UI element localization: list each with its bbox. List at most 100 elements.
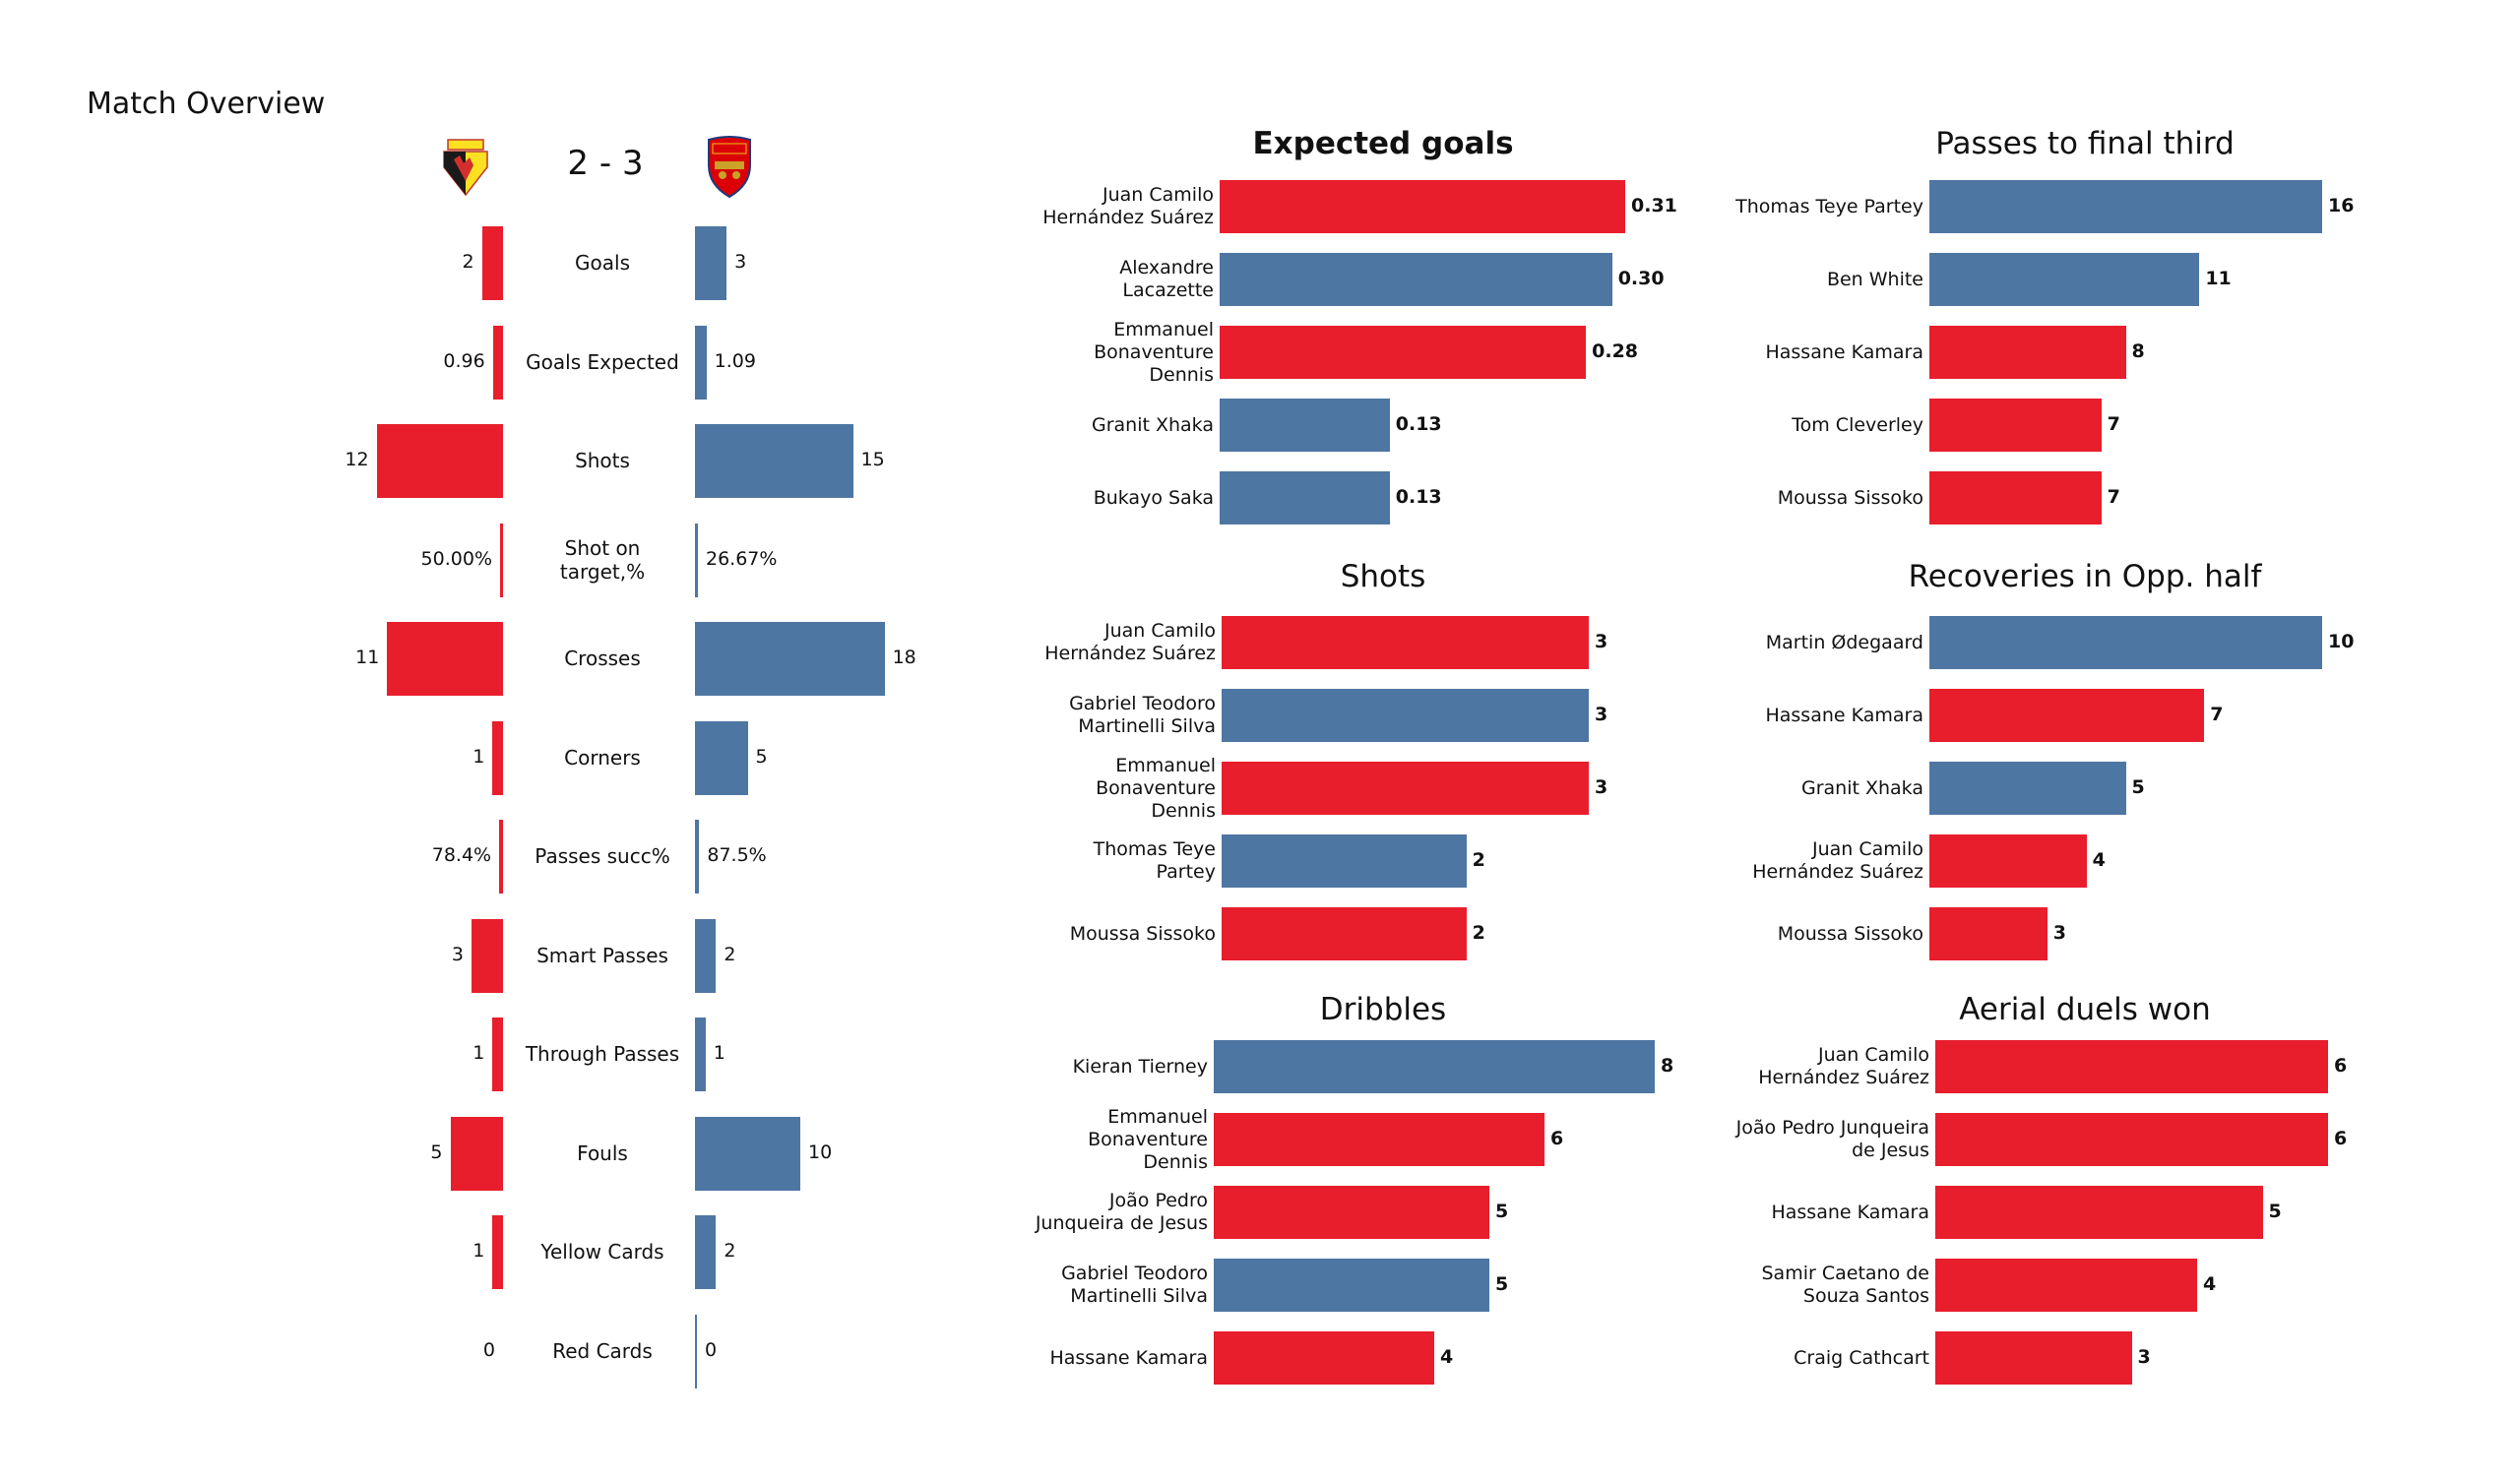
player-bar: [1222, 762, 1589, 815]
player-label: Hassane Kamara: [1765, 340, 1923, 363]
home-value: 1: [472, 745, 485, 768]
away-value: 26.67%: [706, 547, 778, 570]
player-label: Martin Ødegaard: [1765, 631, 1923, 653]
player-label: Thomas Teye Partey: [1093, 838, 1216, 883]
player-label: Alexandre Lacazette: [1119, 257, 1214, 301]
player-bar: [1929, 326, 2126, 379]
player-label: Hassane Kamara: [1765, 704, 1923, 726]
bar-value-label: 3: [2137, 1346, 2151, 1368]
home-bar: [376, 424, 503, 498]
away-bar: [695, 1314, 697, 1388]
away-value: 3: [734, 251, 747, 273]
stat-label: Shot on target,%: [559, 535, 646, 584]
player-bar: [1929, 616, 2322, 669]
player-bar: [1935, 1259, 2197, 1312]
away-bar: [695, 820, 700, 894]
player-bar: [1929, 253, 2200, 306]
stat-label: Yellow Cards: [540, 1240, 664, 1264]
stat-label: Fouls: [577, 1141, 628, 1165]
away-value: 15: [860, 449, 885, 470]
player-bar: [1220, 399, 1390, 452]
player-bar: [1220, 326, 1587, 379]
home-value: 12: [345, 449, 369, 470]
player-label: Moussa Sissoko: [1777, 922, 1923, 945]
player-bar: [1929, 689, 2205, 742]
player-label: Moussa Sissoko: [1777, 486, 1923, 509]
away-value: 0: [705, 1338, 718, 1361]
player-label: Granit Xhaka: [1800, 776, 1923, 799]
match-score: 2 - 3: [567, 144, 644, 183]
bar-value-label: 4: [2092, 849, 2106, 871]
player-label: Kieran Tierney: [1072, 1055, 1208, 1078]
player-bar: [1222, 834, 1467, 888]
away-value: 1: [713, 1042, 725, 1064]
bar-value-label: 5: [2268, 1201, 2282, 1222]
player-bar: [1935, 1331, 2132, 1385]
home-value: 5: [430, 1141, 443, 1163]
away-value: 87.5%: [707, 844, 767, 866]
stat-label: Through Passes: [525, 1042, 680, 1066]
bar-value-label: 6: [2334, 1055, 2348, 1077]
player-label: Thomas Teye Partey: [1735, 195, 1923, 217]
player-label: Samir Caetano de Souza Santos: [1761, 1263, 1930, 1307]
player-bar: [1214, 1040, 1655, 1093]
bar-value-label: 3: [2052, 922, 2066, 944]
player-bar: [1222, 689, 1589, 742]
home-bar: [492, 1018, 503, 1091]
bar-value-label: 5: [2131, 776, 2145, 798]
player-label: Juan Camilo Hernández Suárez: [1752, 838, 1923, 883]
player-bar: [1214, 1259, 1489, 1312]
bar-value-label: 0.13: [1395, 486, 1442, 508]
player-label: Bukayo Saka: [1093, 486, 1214, 509]
home-bar: [492, 325, 503, 400]
away-bar: [695, 1116, 800, 1191]
home-value: 3: [451, 943, 464, 965]
bar-value-label: 7: [2107, 486, 2120, 508]
home-value: 78.4%: [431, 844, 492, 866]
away-bar: [695, 1215, 717, 1289]
player-bar: [1935, 1040, 2328, 1093]
away-bar: [695, 424, 853, 498]
player-label: Hassane Kamara: [1771, 1201, 1929, 1223]
bar-value-label: 5: [1495, 1201, 1509, 1222]
player-bar: [1935, 1113, 2328, 1166]
player-label: Granit Xhaka: [1091, 413, 1214, 436]
away-value: 2: [724, 1240, 736, 1262]
bar-value-label: 3: [1595, 631, 1608, 652]
player-label: Juan Camilo Hernández Suárez: [1758, 1044, 1929, 1088]
bar-value-label: 3: [1595, 704, 1608, 725]
away-value: 2: [724, 943, 736, 965]
away-bar: [695, 226, 727, 300]
player-label: Moussa Sissoko: [1069, 922, 1216, 945]
stat-label: Corners: [564, 745, 641, 770]
player-label: Juan Camilo Hernández Suárez: [1044, 620, 1216, 664]
player-bar: [1222, 907, 1467, 960]
bar-value-label: 8: [1661, 1055, 1674, 1077]
player-bar: [1214, 1186, 1489, 1239]
stat-label: Goals: [575, 251, 630, 275]
player-bar: [1220, 180, 1625, 233]
player-bar: [1929, 471, 2102, 524]
bar-value-label: 7: [2210, 704, 2224, 725]
bar-value-label: 0.30: [1617, 268, 1665, 289]
bar-value-label: 5: [1495, 1273, 1509, 1295]
chart-title: Recoveries in Opp. half: [1908, 559, 2262, 594]
away-bar: [695, 523, 698, 597]
bar-value-label: 10: [2328, 631, 2355, 652]
chart-title: Dribbles: [1319, 992, 1447, 1027]
away-bar: [695, 1018, 706, 1091]
home-bar: [481, 226, 503, 300]
arsenal-crest-icon: [705, 136, 754, 199]
stat-label: Goals Expected: [526, 349, 679, 374]
home-bar: [471, 918, 503, 993]
home-value: 0.96: [443, 349, 485, 372]
bar-value-label: 6: [2334, 1128, 2348, 1149]
bar-value-label: 16: [2328, 195, 2355, 216]
stat-label: Smart Passes: [536, 943, 668, 967]
player-label: Gabriel Teodoro Martinelli Silva: [1061, 1263, 1208, 1307]
player-label: Emmanuel Bonaventure Dennis: [1088, 1105, 1208, 1173]
player-bar: [1222, 616, 1589, 669]
chart-title: Expected goals: [1252, 126, 1514, 161]
home-bar: [387, 622, 503, 696]
stat-label: Passes succ%: [535, 844, 670, 868]
